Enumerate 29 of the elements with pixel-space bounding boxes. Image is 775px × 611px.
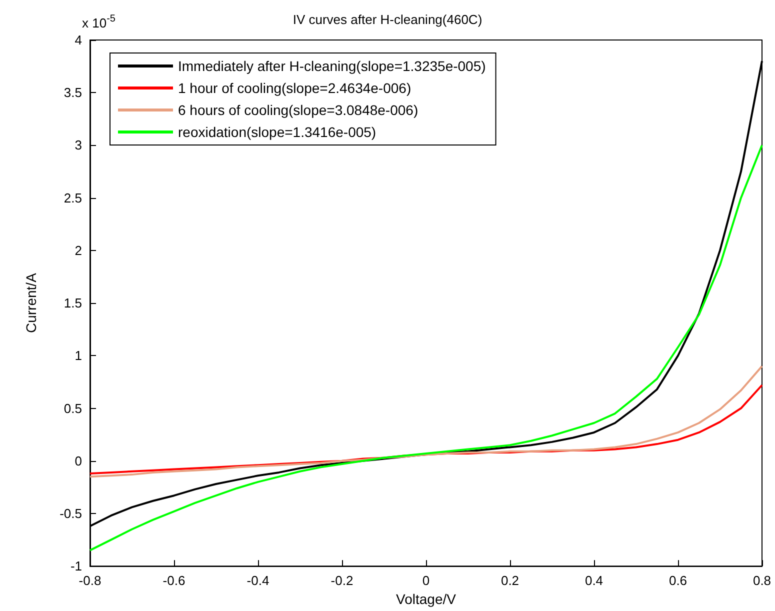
- x-tick-label: -0.6: [162, 573, 186, 588]
- y-tick-label: -1: [70, 558, 82, 574]
- y-tick-label: 0.5: [64, 400, 82, 416]
- x-tick-label: -0.4: [246, 573, 270, 588]
- x-tick-label: 0.6: [668, 573, 688, 588]
- x-tick-label: 0.4: [584, 573, 604, 588]
- legend-label: Immediately after H-cleaning(slope=1.3235e-005): [178, 58, 486, 74]
- x-tick-label: 0.8: [752, 573, 772, 588]
- legend-label: reoxidation(slope=1.3416e-005): [178, 124, 376, 140]
- legend-label: 6 hours of cooling(slope=3.0848e-006): [178, 102, 418, 118]
- x-tick-label: -0.8: [78, 573, 102, 588]
- y-tick-label: 0: [74, 453, 82, 468]
- y-tick-label: 2.5: [64, 190, 82, 206]
- y-tick-label: 2: [74, 242, 82, 258]
- x-axis-title: Voltage/V: [396, 591, 457, 607]
- y-tick-label: 1: [74, 348, 82, 364]
- y-axis-title: Current/A: [23, 272, 39, 334]
- x-tick-label: -0.2: [330, 573, 354, 588]
- line-series: [89, 365, 763, 478]
- y-tick-label: 1.5: [64, 296, 82, 311]
- chart-title: IV curves after H-cleaning(460C): [292, 12, 482, 27]
- legend-label: 1 hour of cooling(slope=2.4634e-006): [178, 80, 412, 96]
- line-series: [89, 144, 763, 552]
- x-tick-label: 0: [422, 573, 430, 588]
- x-tick-label: 0.2: [500, 573, 520, 588]
- y-tick-label: 4: [74, 32, 82, 48]
- y-tick-label: 3.5: [64, 85, 82, 100]
- y-tick-label: 3: [74, 138, 82, 153]
- y-tick-label: -0.5: [60, 506, 82, 521]
